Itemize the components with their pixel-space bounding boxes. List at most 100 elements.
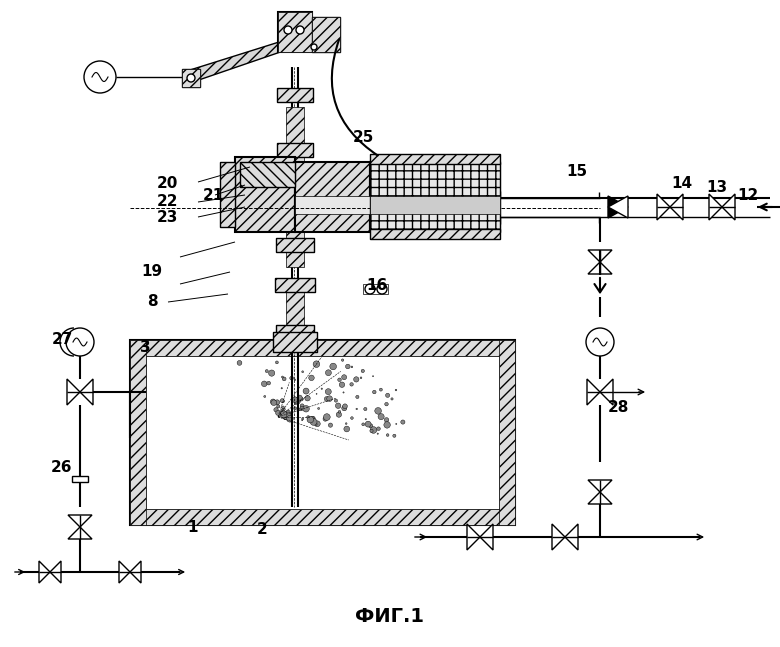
Circle shape (384, 422, 390, 428)
Circle shape (294, 379, 296, 380)
Polygon shape (130, 561, 141, 583)
Circle shape (284, 417, 287, 420)
Bar (276, 325, 314, 337)
Text: 15: 15 (566, 164, 587, 179)
Circle shape (351, 366, 353, 367)
Text: 2: 2 (257, 523, 268, 538)
Circle shape (379, 388, 382, 391)
Circle shape (303, 406, 310, 412)
Circle shape (361, 369, 364, 373)
Bar (370, 162, 500, 232)
Circle shape (328, 423, 332, 427)
Text: 27: 27 (51, 333, 73, 347)
Text: 20: 20 (156, 175, 178, 190)
Bar (277, 143, 313, 157)
Circle shape (300, 406, 304, 410)
Polygon shape (80, 379, 93, 405)
Text: 13: 13 (707, 181, 728, 195)
Circle shape (300, 397, 303, 401)
Bar (273, 332, 317, 352)
Circle shape (284, 26, 292, 34)
Polygon shape (565, 524, 578, 550)
Circle shape (305, 395, 310, 401)
Text: 12: 12 (737, 188, 759, 203)
Circle shape (338, 410, 341, 413)
Bar (235, 157, 295, 232)
Circle shape (282, 400, 285, 402)
Circle shape (350, 417, 353, 419)
Circle shape (267, 381, 271, 385)
Bar (286, 217, 304, 267)
Bar (240, 162, 295, 187)
Bar (275, 278, 315, 292)
Circle shape (370, 429, 373, 432)
Circle shape (343, 392, 344, 393)
Polygon shape (588, 250, 612, 262)
Bar (220, 162, 235, 227)
Circle shape (261, 381, 267, 387)
Circle shape (282, 408, 285, 411)
Circle shape (377, 427, 381, 430)
Text: 28: 28 (608, 400, 629, 415)
Circle shape (302, 418, 303, 420)
Circle shape (353, 377, 359, 382)
Bar (277, 195, 313, 207)
Circle shape (314, 421, 321, 426)
Circle shape (395, 389, 397, 391)
Bar (235, 157, 295, 232)
Bar (295, 162, 370, 232)
Circle shape (393, 434, 396, 437)
Circle shape (342, 404, 347, 409)
Text: 14: 14 (672, 175, 693, 190)
Polygon shape (588, 480, 612, 492)
Bar (277, 195, 313, 207)
Circle shape (385, 418, 388, 422)
Circle shape (278, 411, 281, 415)
Text: 8: 8 (147, 294, 158, 309)
Circle shape (307, 416, 314, 423)
Circle shape (342, 375, 346, 380)
Text: 22: 22 (156, 195, 178, 210)
Polygon shape (600, 379, 613, 405)
Circle shape (365, 284, 375, 294)
Text: 3: 3 (140, 340, 151, 355)
Bar (295, 191, 370, 219)
Bar (146, 356, 499, 509)
Circle shape (290, 377, 293, 380)
Circle shape (187, 74, 195, 82)
Circle shape (373, 376, 374, 377)
Circle shape (373, 390, 376, 394)
Bar (130, 509, 515, 525)
Circle shape (314, 422, 317, 426)
Circle shape (325, 370, 332, 376)
Circle shape (378, 413, 385, 420)
Circle shape (309, 375, 314, 380)
Bar (370, 154, 500, 164)
Circle shape (310, 416, 314, 421)
Bar (370, 196, 500, 214)
Circle shape (323, 417, 328, 421)
Circle shape (285, 412, 291, 417)
Circle shape (391, 398, 393, 400)
Circle shape (296, 26, 304, 34)
Circle shape (265, 369, 268, 373)
Polygon shape (587, 379, 600, 405)
Text: 26: 26 (51, 461, 73, 476)
Circle shape (360, 377, 362, 378)
Circle shape (299, 408, 302, 411)
Bar (499, 340, 515, 525)
Circle shape (275, 410, 281, 415)
Circle shape (385, 393, 390, 397)
Polygon shape (50, 561, 61, 583)
Bar (286, 292, 304, 327)
Bar (278, 12, 312, 52)
Circle shape (286, 410, 290, 415)
Circle shape (317, 408, 320, 410)
Circle shape (335, 399, 338, 402)
Circle shape (327, 396, 332, 401)
Circle shape (280, 399, 284, 402)
Bar (295, 162, 370, 232)
Circle shape (307, 415, 310, 419)
Bar (370, 162, 500, 232)
Bar (130, 340, 515, 356)
